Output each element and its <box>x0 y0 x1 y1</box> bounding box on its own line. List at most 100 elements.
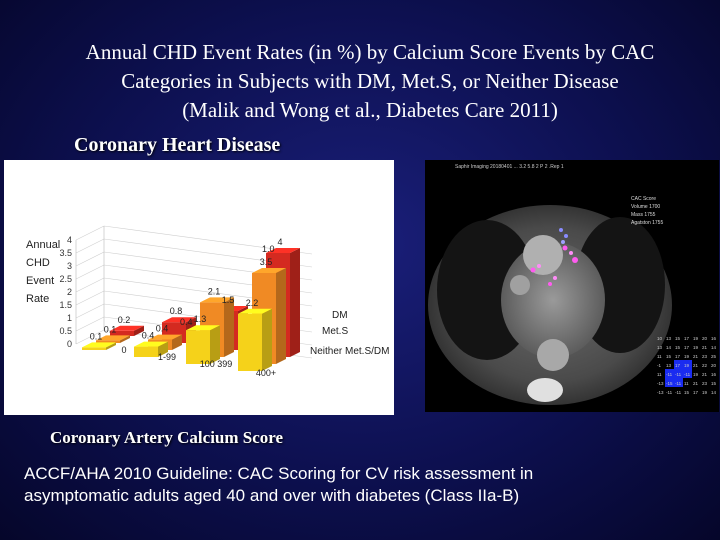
ct-grid-value: 22 <box>702 363 708 368</box>
ct-grid-value: 15 <box>684 390 690 395</box>
bar-top <box>162 317 196 323</box>
ct-grid-value: 19 <box>684 354 690 359</box>
chd-label: Coronary Heart Disease <box>74 134 281 156</box>
bar-top <box>82 342 116 348</box>
bar-side <box>158 341 168 357</box>
ct-grid-cell-highlight <box>665 369 674 378</box>
bar-Met.S-0 <box>96 340 120 343</box>
ct-grid-value: -1 <box>657 363 661 368</box>
svg-text:Agatston 1755: Agatston 1755 <box>631 220 663 226</box>
data-label: 0.1 <box>104 324 117 334</box>
guideline-text: ACCF/AHA 2010 Guideline: CAC Scoring for… <box>24 463 714 507</box>
bar-top <box>238 308 272 314</box>
ct-grid-value: -11 <box>675 390 682 395</box>
y-axis-label: Annual <box>26 239 60 251</box>
data-label: 2.1 <box>208 286 221 296</box>
y-tick-label: 4 <box>67 235 72 245</box>
bar-Neither Met.S/DM-1-99 <box>134 346 158 357</box>
chart-text: 0 0.5 1 1.5 2 2.5 3 3.5 4 0.2 0.8 1.5 4 0.1 0.4 2.1 3.5 0… <box>26 235 389 378</box>
ct-grid-value: -11 <box>675 381 682 386</box>
chart-panel: 0 0.5 1 1.5 2 2.5 3 3.5 4 0.2 0.8 1.5 4 0.1 0.4 2.1 3.5 0… <box>4 160 394 415</box>
ct-grid-value: 19 <box>693 336 699 341</box>
ct-grid-cell-highlight <box>674 378 683 387</box>
data-label: 1.5 <box>222 295 235 305</box>
guideline-line-1: ACCF/AHA 2010 Guideline: CAC Scoring for… <box>24 464 534 483</box>
y-tick-label: 3.5 <box>59 248 72 258</box>
ct-grid-cell-highlight <box>683 360 692 369</box>
bar-top <box>134 341 168 347</box>
bar-top <box>110 325 144 331</box>
ct-grid-value: -13 <box>657 390 664 395</box>
ct-grid-value: 19 <box>702 390 708 395</box>
ct-grid-value: -13 <box>657 381 664 386</box>
ct-grid-value: -11 <box>675 372 682 377</box>
ct-grid-value: 19 <box>684 363 690 368</box>
svg-text:CAC Score: CAC Score <box>631 196 656 202</box>
ct-grid-value: 11 <box>657 354 662 359</box>
data-label: 2.2 <box>246 298 259 308</box>
y-axis-label: Rate <box>26 293 49 305</box>
ct-grid-value: 21 <box>702 372 708 377</box>
data-label: 0.1 <box>90 331 103 341</box>
category-label: 1-99 <box>158 352 176 362</box>
data-label: 1.3 <box>194 314 207 324</box>
ct-grid-value: 13 <box>657 345 663 350</box>
title-line-3: (Malik and Wong et al., Diabetes Care 20… <box>182 98 558 122</box>
ct-spine <box>527 378 563 402</box>
bar-side <box>276 268 286 364</box>
bar-top <box>200 297 234 303</box>
ct-aorta <box>523 235 563 275</box>
ct-vessel <box>510 275 530 295</box>
data-label: 0.4 <box>142 331 155 341</box>
bar-side <box>262 308 272 371</box>
ct-grid-value: 20 <box>711 363 717 368</box>
bar-top <box>96 335 130 341</box>
ct-grid-value: 17 <box>684 336 690 341</box>
ct-grid-cell-highlight <box>683 369 692 378</box>
ct-grid-value: 25 <box>711 354 717 359</box>
series-label: Neither Met.S/DM <box>310 346 389 357</box>
ct-heart <box>501 242 605 358</box>
ct-grid-value: 17 <box>693 390 699 395</box>
ct-grid-value: 15 <box>675 345 681 350</box>
ct-grid-value: 15 <box>666 354 672 359</box>
category-label: 0 <box>121 345 126 355</box>
bar-top <box>148 334 182 340</box>
y-axis-label: CHD <box>26 257 50 269</box>
ct-info-text: CAC Score Volume 1700 Mass 1755 Agatston… <box>631 196 663 226</box>
ct-grid-value: 23 <box>702 354 708 359</box>
bar-Neither Met.S/DM-0 <box>82 347 106 350</box>
ct-grid-value: -11 <box>666 372 673 377</box>
ct-grid-value: 21 <box>693 381 699 386</box>
y-tick-label: 1 <box>67 313 72 323</box>
data-label: 3.5 <box>260 257 273 267</box>
ct-grid-value: 11 <box>684 381 689 386</box>
ct-grid-value: 19 <box>693 372 699 377</box>
extra-label: 1.0 <box>262 244 275 254</box>
ct-grid-value: 17 <box>675 354 681 359</box>
y-tick-label: 1.5 <box>59 300 72 310</box>
ct-grid-value: -15 <box>666 381 673 386</box>
ct-grid-value: 21 <box>693 363 699 368</box>
ct-grid-value: -11 <box>666 390 673 395</box>
ct-grid-value: 10 <box>657 336 663 341</box>
ct-grid-value: 14 <box>711 345 717 350</box>
bar-Neither Met.S/DM-100 399 <box>186 330 210 364</box>
data-label: 0.4 <box>156 324 169 334</box>
bar-top <box>266 248 300 253</box>
bar-side <box>224 297 234 357</box>
ct-grid-value: 13 <box>666 336 672 341</box>
ct-grid-cell-highlight <box>665 378 674 387</box>
ct-descending-aorta <box>537 339 569 371</box>
ct-grid-value: 16 <box>711 336 717 341</box>
bar-side <box>134 325 144 336</box>
series-label: Met.S <box>322 326 348 337</box>
y-tick-label: 2 <box>67 287 72 297</box>
ct-grid-value: 17 <box>675 363 681 368</box>
ct-grid-value: -11 <box>684 372 691 377</box>
ct-grid-value: 23 <box>702 381 708 386</box>
bar-side <box>210 325 220 364</box>
chd-bar-chart: 0 0.5 1 1.5 2 2.5 3 3.5 4 0.2 0.8 1.5 4 0.1 0.4 2.1 3.5 0… <box>26 225 389 378</box>
cac-label: Coronary Artery Calcium Score <box>50 428 284 447</box>
